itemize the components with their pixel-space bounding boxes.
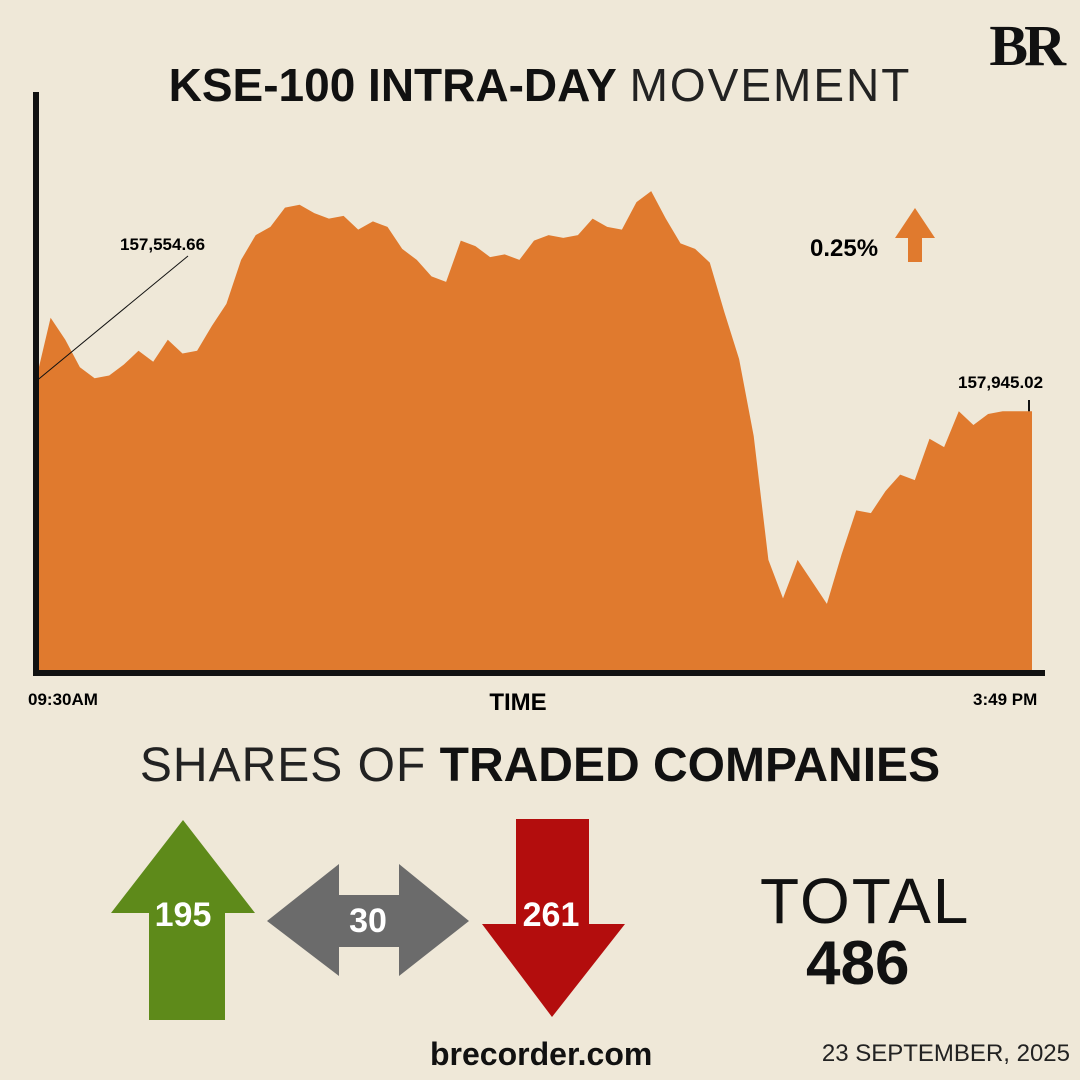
advancers-count: 195 <box>154 896 212 934</box>
date-label: 23 SEPTEMBER, 2025 <box>821 1040 1070 1067</box>
chart-title: KSE-100 INTRA-DAY MOVEMENT <box>0 58 1080 112</box>
website-link[interactable]: brecorder.com <box>430 1036 653 1072</box>
intraday-chart: 157,554.66 157,945.02 0.25% 09:30AM 3:49… <box>28 92 1045 716</box>
unchanged-count: 30 <box>349 902 387 940</box>
change-percent: 0.25% <box>810 235 878 262</box>
x-axis-title: TIME <box>489 689 546 716</box>
total-label: TOTAL <box>760 865 971 937</box>
x-start-label: 09:30AM <box>28 690 98 709</box>
x-end-label: 3:49 PM <box>973 690 1037 709</box>
chart-title-bold: KSE-100 INTRA-DAY <box>168 59 617 111</box>
up-arrow-icon <box>895 208 935 262</box>
shares-arrows <box>111 819 625 1020</box>
index-area <box>36 191 1032 670</box>
open-value-label: 157,554.66 <box>120 235 205 254</box>
change-indicator: 0.25% <box>810 208 935 262</box>
chart-title-light: MOVEMENT <box>629 59 912 111</box>
section-title-bold: TRADED COMPANIES <box>439 739 941 792</box>
open-leader-line <box>37 255 189 381</box>
decliners-count: 261 <box>522 896 580 934</box>
close-value-label: 157,945.02 <box>958 373 1043 392</box>
advancers-arrow-icon <box>111 820 255 1020</box>
decliners-arrow-icon <box>482 819 625 1017</box>
total-value: 486 <box>806 929 910 998</box>
section-title: SHARES OF TRADED COMPANIES <box>0 738 1080 793</box>
section-title-light: SHARES OF <box>139 739 427 792</box>
unchanged-arrow-icon <box>267 864 469 976</box>
br-logo: BR <box>989 13 1066 78</box>
